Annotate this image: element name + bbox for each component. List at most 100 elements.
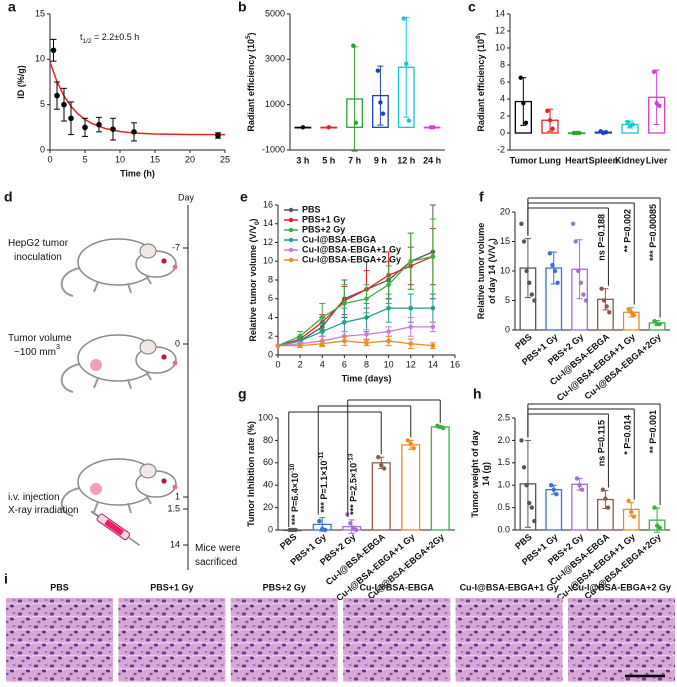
subscript: 0 bbox=[254, 221, 261, 225]
panel-letter: h bbox=[473, 386, 482, 402]
data-point bbox=[607, 310, 612, 315]
text-part: i.v. injection bbox=[8, 492, 60, 503]
data-point bbox=[532, 298, 537, 303]
step-caption: i.v. injection bbox=[8, 492, 60, 503]
series-line bbox=[277, 307, 433, 347]
legend-label: PBS+2 Gy bbox=[302, 224, 345, 234]
text-part: *** P=1.1×10 bbox=[320, 461, 330, 513]
data-point bbox=[577, 483, 582, 488]
text-part: ns P=0.115 bbox=[597, 420, 607, 466]
data-point bbox=[631, 313, 637, 318]
y-tick-label: 3000 bbox=[265, 54, 285, 64]
y-tick-label: 4 bbox=[500, 93, 505, 103]
data-point bbox=[527, 280, 532, 285]
histology-image bbox=[568, 598, 675, 682]
superscript: 8 bbox=[475, 35, 482, 39]
text-part: ~100 mm bbox=[14, 347, 56, 358]
series-line bbox=[277, 326, 433, 347]
data-point bbox=[326, 125, 331, 130]
marker bbox=[386, 305, 391, 311]
x-tick-label: 10 bbox=[384, 359, 394, 369]
text-part: Relative tumor volume (V/V bbox=[248, 225, 258, 342]
text-part: of day 14 (V/V bbox=[487, 245, 497, 304]
x-tick-label: 0 bbox=[47, 154, 52, 164]
text-part: Tumor volume bbox=[8, 333, 72, 344]
marker bbox=[319, 315, 325, 320]
tumor bbox=[90, 359, 102, 371]
y-tick-label: 2 bbox=[268, 331, 273, 341]
data-point bbox=[604, 304, 609, 309]
text-part: sacrificed bbox=[195, 557, 237, 568]
superscript: -10 bbox=[289, 463, 296, 473]
data-point bbox=[548, 483, 554, 488]
mouse bbox=[60, 334, 179, 393]
data-point bbox=[657, 321, 662, 327]
data-point bbox=[550, 262, 555, 268]
panel-letter: d bbox=[4, 189, 13, 205]
data-point bbox=[380, 111, 386, 116]
series-line bbox=[277, 255, 434, 347]
text-part: Mice were bbox=[195, 543, 241, 554]
superscript: 5 bbox=[245, 35, 252, 39]
data-point bbox=[652, 318, 657, 324]
x-tick-label: 2 bbox=[298, 359, 303, 369]
y-tick-label: 40 bbox=[263, 480, 273, 490]
day-label: -7 bbox=[172, 242, 180, 252]
y-tick-label: -1000 bbox=[262, 144, 285, 154]
marker bbox=[275, 343, 281, 348]
data-point bbox=[577, 130, 582, 136]
bar bbox=[571, 483, 588, 531]
data-point bbox=[379, 462, 384, 468]
superscript: 3 bbox=[56, 342, 60, 351]
data-point bbox=[519, 221, 524, 226]
data-point bbox=[599, 286, 604, 291]
x-tick-label: Kidney bbox=[615, 155, 645, 165]
data-point bbox=[523, 120, 529, 126]
point bbox=[96, 121, 102, 128]
y-tick-label: 0.5 bbox=[497, 502, 510, 512]
text-part: ns P=0.188 bbox=[597, 214, 607, 261]
data-point bbox=[529, 505, 534, 510]
x-tick-label: 14 bbox=[428, 359, 438, 369]
y-tick-label: 0.0 bbox=[497, 524, 510, 534]
data-point bbox=[521, 239, 527, 244]
data-point bbox=[524, 483, 529, 488]
data-point bbox=[629, 310, 634, 315]
x-tick-label: 12 bbox=[406, 359, 416, 369]
data-point bbox=[524, 268, 529, 274]
y-axis-label: Relative tumor volume bbox=[476, 223, 486, 320]
data-point bbox=[554, 491, 559, 497]
panel-letter: g bbox=[238, 386, 247, 402]
data-point bbox=[300, 125, 306, 130]
text-part: inoculation bbox=[14, 252, 62, 263]
y-tick-label: 10 bbox=[35, 54, 45, 64]
marker bbox=[342, 338, 347, 344]
text-part: Tumor Inhibition rate (%) bbox=[246, 421, 256, 527]
point bbox=[50, 47, 57, 54]
data-point bbox=[547, 118, 553, 123]
data-point bbox=[408, 441, 413, 446]
data-point bbox=[382, 466, 387, 471]
data-point bbox=[579, 487, 585, 492]
data-point bbox=[351, 43, 356, 48]
data-point bbox=[545, 108, 550, 114]
text-part: *** P=0.00085 bbox=[648, 204, 658, 261]
y-axis-label: Radiant efficiency (108) bbox=[475, 32, 486, 131]
text-part: 14 (g) bbox=[481, 462, 491, 486]
text-part: ) bbox=[476, 32, 486, 35]
data-point bbox=[518, 75, 523, 80]
data-point bbox=[411, 446, 416, 451]
text-part: Radiant efficiency (10 bbox=[246, 39, 256, 132]
legend-marker bbox=[288, 207, 294, 213]
text-part: * P=0.014 bbox=[623, 415, 633, 455]
text-part: *** P=6.4×10 bbox=[290, 473, 300, 525]
legend-marker bbox=[288, 217, 294, 223]
x-tick-label: PBS bbox=[278, 532, 299, 552]
point bbox=[215, 132, 221, 139]
y-tick-label: 5 bbox=[40, 99, 45, 109]
y-tick-label: 16 bbox=[263, 199, 273, 209]
y-tick-label: 12 bbox=[495, 25, 505, 35]
x-tick-label: Tumor bbox=[510, 155, 538, 165]
